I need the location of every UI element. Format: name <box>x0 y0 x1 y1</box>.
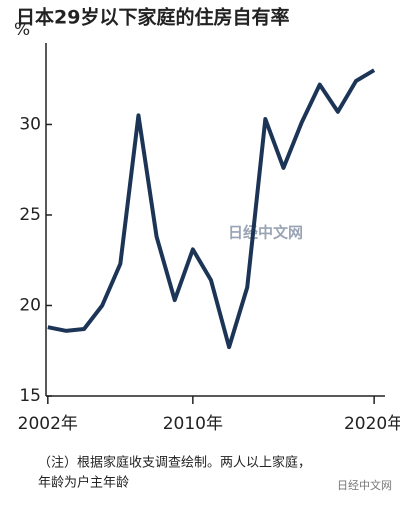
x-tick-label: 2010年 <box>163 414 223 434</box>
data-line <box>47 68 376 350</box>
chart-title: 日本29岁以下家庭的住房自有率 <box>16 6 289 29</box>
y-unit: % <box>14 20 30 40</box>
y-tick-label: 25 <box>19 205 41 225</box>
y-tick-label: 30 <box>19 114 41 134</box>
note-line: 年龄为户主年龄 <box>38 475 129 491</box>
watermark: 日经中文网 <box>228 224 303 242</box>
y-tick-label: 15 <box>19 386 41 406</box>
y-tick-label: 20 <box>19 295 41 315</box>
note-line: （注）根据家庭收支调查绘制。两人以上家庭， <box>38 455 311 471</box>
x-tick-label: 2020年 <box>344 414 400 434</box>
x-tick-label: 2002年 <box>18 414 78 434</box>
watermark-logo: 日经中文网 <box>337 478 392 492</box>
